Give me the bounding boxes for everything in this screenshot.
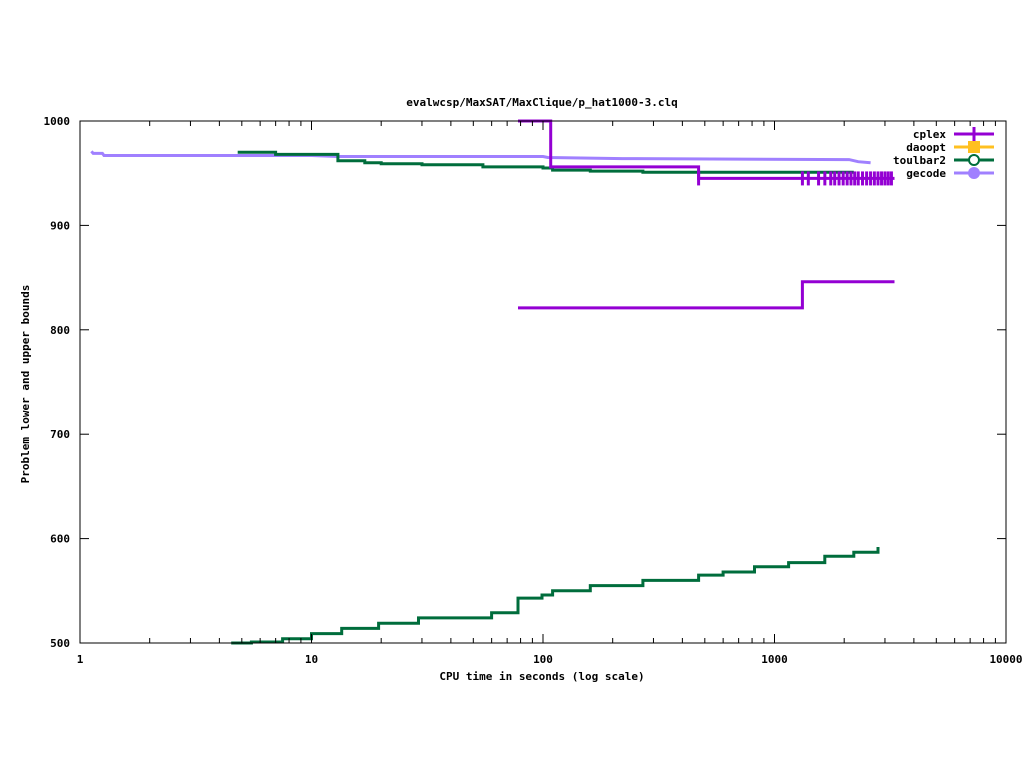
legend-entry-gecode: gecode	[906, 167, 994, 180]
axes: 1 10 100 1000 10000 500 600 700 800 900 1000	[44, 115, 1023, 666]
legend-label: toulbar2	[893, 154, 946, 167]
y-tick-label: 800	[50, 324, 70, 337]
x-tick-label: 10000	[989, 653, 1022, 666]
y-tick-label: 600	[50, 533, 70, 546]
y-tick-label: 700	[50, 428, 70, 441]
x-tick-label: 10	[305, 653, 318, 666]
y-axis-label: Problem lower and upper bounds	[19, 285, 32, 484]
series-line-toulbar2	[231, 547, 880, 645]
legend-entry-daoopt: daoopt	[906, 141, 994, 154]
y-tick-label: 500	[50, 637, 70, 650]
legend-label: daoopt	[906, 141, 946, 154]
series-line-gecode	[90, 150, 871, 165]
plot-area	[90, 119, 895, 645]
legend-marker	[968, 141, 980, 153]
legend-marker	[968, 154, 980, 166]
y-tick-label: 900	[50, 219, 70, 232]
x-axis-label: CPU time in seconds (log scale)	[439, 670, 644, 683]
legend-label: gecode	[906, 167, 946, 180]
y-tick-label: 1000	[44, 115, 71, 128]
series-toulbar2	[231, 150, 880, 645]
legend-marker	[968, 167, 980, 179]
series-cplex	[518, 119, 895, 310]
series-line-toulbar2	[237, 150, 854, 174]
x-tick-label: 1000	[761, 653, 788, 666]
series-gecode	[90, 150, 871, 165]
legend-label: cplex	[913, 128, 946, 141]
plot-frame	[79, 120, 1007, 644]
x-tick-label: 1	[77, 653, 84, 666]
legend-entry-toulbar2: toulbar2	[893, 154, 994, 167]
legend-entry-cplex: cplex	[913, 127, 994, 141]
series-line-cplex	[518, 280, 895, 310]
x-tick-label: 100	[533, 653, 553, 666]
chart-title: evalwcsp/MaxSAT/MaxClique/p_hat1000-3.cl…	[406, 96, 678, 109]
